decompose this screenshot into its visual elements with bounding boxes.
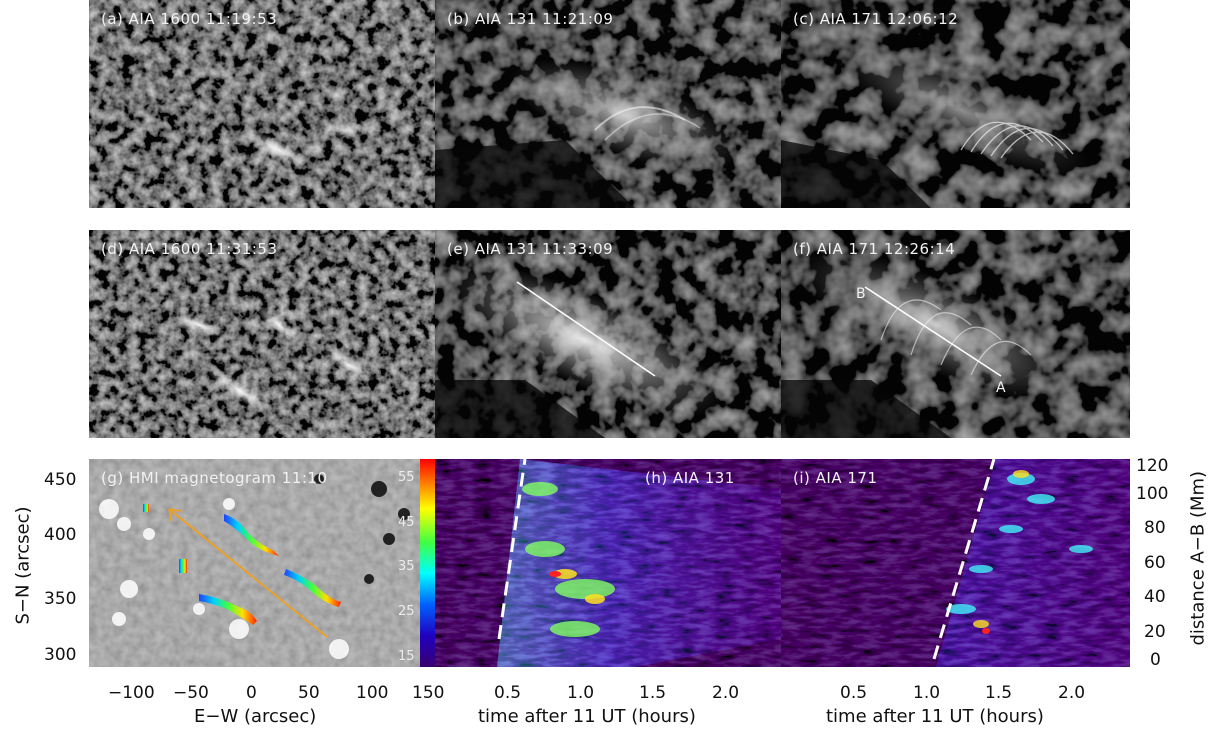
panel-g-arrow-shaft: [168, 508, 328, 638]
right-y-tick-20: 20: [1144, 622, 1166, 642]
panel-f-point-a: A: [996, 380, 1007, 396]
g-y-tick-400: 400: [44, 525, 77, 545]
h-x-tick-1.5: 1.5: [639, 683, 667, 703]
panel-i-dashed-fit: [932, 459, 996, 660]
h-x-axis-title: time after 11 UT (hours): [478, 706, 696, 727]
colorbar: [420, 459, 435, 667]
panel-d-image: [89, 230, 435, 438]
panel-d-aia1600: (d) AIA 1600 11:31:53: [89, 230, 435, 438]
g-x-tick-150: 150: [412, 683, 445, 703]
panel-e-cut-line: [516, 281, 656, 377]
i-x-axis-title: time after 11 UT (hours): [826, 706, 1044, 727]
panel-a-aia1600: (a) AIA 1600 11:19:53: [89, 0, 435, 208]
panel-e-image: [435, 230, 781, 438]
h-x-tick-2.0: 2.0: [712, 683, 740, 703]
g-y-tick-450: 450: [44, 470, 77, 490]
panel-f-image: [781, 230, 1130, 438]
g-x-tick-0: 0: [246, 683, 257, 703]
g-x-tick-neg50: −50: [173, 683, 209, 703]
g-y-tick-300: 300: [44, 645, 77, 665]
colorbar-tick-35: 35: [398, 559, 415, 574]
right-y-axis-title: distance A−B (Mm): [1187, 470, 1209, 646]
panel-e-aia131: (e) AIA 131 11:33:09: [435, 230, 781, 438]
right-y-tick-120: 120: [1136, 456, 1169, 476]
panel-f-label: (f) AIA 171 12:26:14: [793, 240, 956, 258]
right-y-tick-0: 0: [1150, 650, 1161, 670]
panel-g-arrow-head: [168, 508, 182, 522]
panel-a-label: (a) AIA 1600 11:19:53: [101, 10, 278, 28]
panel-h-image: [435, 459, 781, 667]
panel-e-label: (e) AIA 131 11:33:09: [447, 240, 614, 258]
panel-f-aia171: (f) AIA 171 12:26:14 B A: [781, 230, 1130, 438]
panel-g-label: (g) HMI magnetogram 11:10: [101, 469, 328, 487]
g-x-tick-neg100: −100: [108, 683, 155, 703]
right-y-tick-40: 40: [1144, 587, 1166, 607]
right-y-tick-60: 60: [1144, 553, 1166, 573]
i-x-tick-1.0: 1.0: [913, 683, 941, 703]
panel-b-label: (b) AIA 131 11:21:09: [447, 10, 614, 28]
colorbar-tick-45: 45: [398, 515, 415, 530]
panel-g-magnetogram: (g) HMI magnetogram 11:10: [89, 459, 435, 667]
g-y-axis-title: S−N (arcsec): [12, 506, 34, 625]
panel-b-aia131: (b) AIA 131 11:21:09: [435, 0, 781, 208]
panel-d-label: (d) AIA 1600 11:31:53: [101, 240, 278, 258]
colorbar-tick-55: 55: [398, 470, 415, 485]
panel-f-point-b: B: [856, 286, 867, 302]
g-y-tick-350: 350: [44, 589, 77, 609]
panel-c-aia171: (c) AIA 171 12:06:12: [781, 0, 1130, 208]
h-x-tick-0.5: 0.5: [494, 683, 522, 703]
right-y-tick-80: 80: [1144, 518, 1166, 538]
colorbar-tick-15: 15: [398, 649, 415, 664]
i-x-tick-0.5: 0.5: [840, 683, 868, 703]
i-x-tick-1.5: 1.5: [985, 683, 1013, 703]
colorbar-tick-25: 25: [398, 604, 415, 619]
panel-i-image: [781, 459, 1130, 667]
panel-c-label: (c) AIA 171 12:06:12: [793, 10, 959, 28]
panel-c-image: [781, 0, 1130, 208]
g-x-tick-50: 50: [298, 683, 320, 703]
panel-i-label: (i) AIA 171: [793, 469, 878, 487]
panel-f-cut-line: [864, 286, 1002, 377]
g-x-axis-title: E−W (arcsec): [194, 706, 317, 727]
h-x-tick-1.0: 1.0: [567, 683, 595, 703]
i-x-tick-2.0: 2.0: [1058, 683, 1086, 703]
g-x-tick-100: 100: [356, 683, 389, 703]
right-y-tick-100: 100: [1136, 484, 1169, 504]
panel-h-time-distance-131: (h) AIA 131: [435, 459, 781, 667]
panel-i-time-distance-171: (i) AIA 171: [781, 459, 1130, 667]
panel-g-image: [89, 459, 435, 667]
panel-h-dashed-fit: [497, 459, 527, 640]
panel-a-image: [89, 0, 435, 208]
panel-h-label: (h) AIA 131: [645, 469, 735, 487]
panel-b-image: [435, 0, 781, 208]
